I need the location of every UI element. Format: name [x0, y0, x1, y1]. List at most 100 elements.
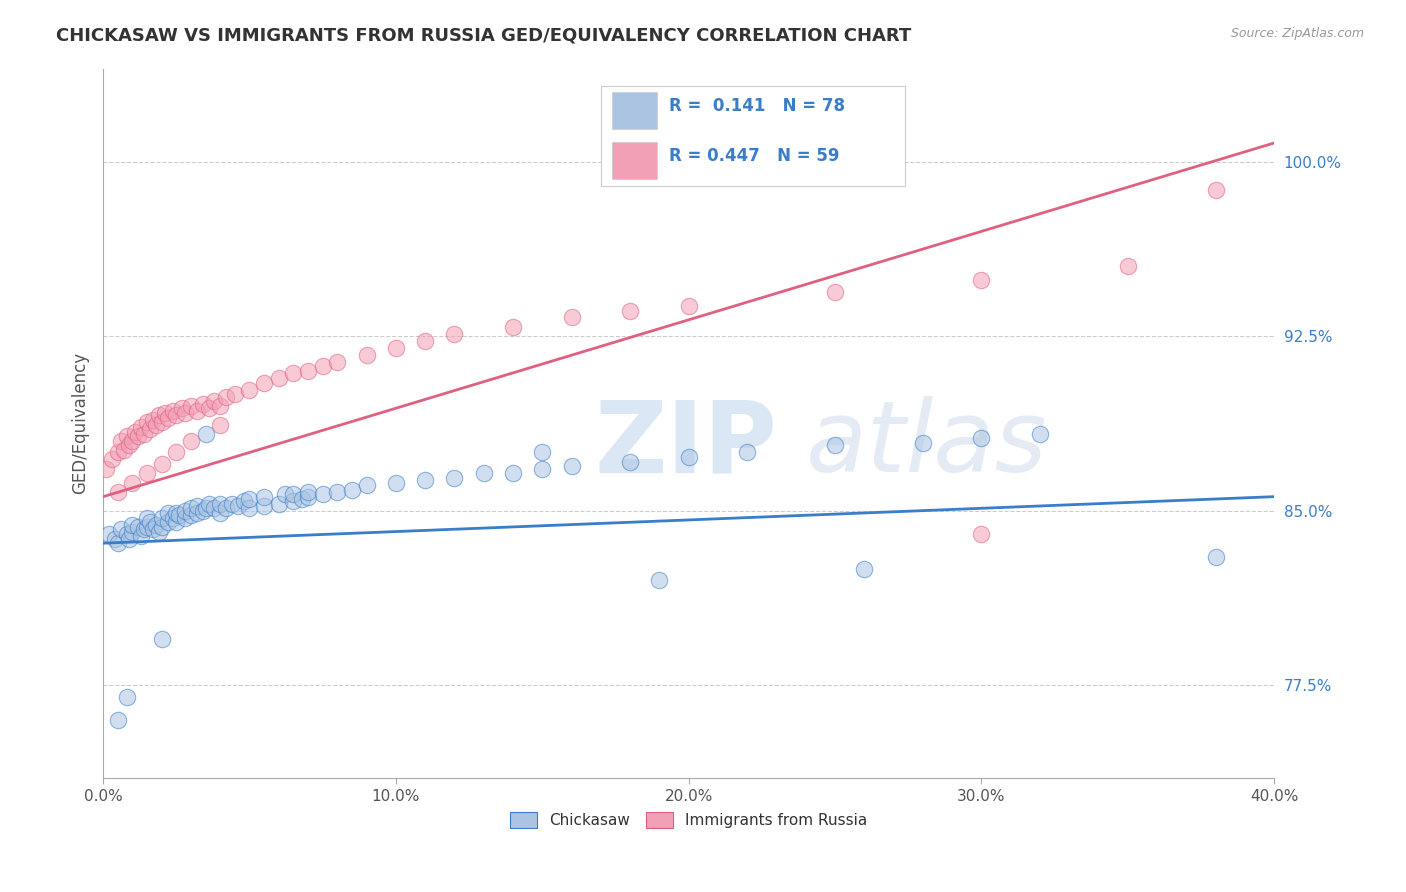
Point	[136, 415, 159, 429]
Point	[139, 422, 162, 436]
Point	[132, 426, 155, 441]
Point	[112, 443, 135, 458]
Point	[121, 524, 143, 539]
Point	[136, 510, 159, 524]
Point	[970, 432, 993, 446]
Point	[150, 457, 173, 471]
Point	[221, 497, 243, 511]
FancyBboxPatch shape	[613, 92, 657, 128]
Point	[970, 527, 993, 541]
Point	[150, 510, 173, 524]
Point	[678, 299, 700, 313]
Point	[340, 483, 363, 497]
Point	[104, 532, 127, 546]
Point	[156, 506, 179, 520]
Point	[136, 467, 159, 481]
Point	[150, 632, 173, 646]
Point	[209, 399, 232, 413]
Point	[326, 355, 349, 369]
Point	[1116, 260, 1139, 274]
Point	[194, 426, 217, 441]
Point	[267, 371, 290, 385]
Point	[165, 506, 187, 520]
Point	[194, 501, 217, 516]
Point	[209, 497, 232, 511]
Point	[735, 445, 758, 459]
Point	[283, 487, 305, 501]
Point	[127, 429, 149, 443]
Point	[297, 364, 319, 378]
Legend: Chickasaw, Immigrants from Russia: Chickasaw, Immigrants from Russia	[503, 806, 873, 834]
Point	[180, 501, 202, 516]
Point	[110, 522, 132, 536]
Point	[291, 491, 314, 506]
Point	[297, 490, 319, 504]
Y-axis label: GED/Equivalency: GED/Equivalency	[72, 352, 89, 494]
Point	[209, 417, 232, 432]
Point	[531, 462, 554, 476]
Point	[174, 406, 197, 420]
Text: CHICKASAW VS IMMIGRANTS FROM RUSSIA GED/EQUIVALENCY CORRELATION CHART: CHICKASAW VS IMMIGRANTS FROM RUSSIA GED/…	[56, 27, 911, 45]
Point	[186, 506, 208, 520]
Point	[197, 401, 219, 416]
Point	[531, 445, 554, 459]
Point	[970, 273, 993, 287]
Point	[98, 527, 121, 541]
Point	[172, 401, 194, 416]
Point	[253, 499, 276, 513]
Point	[224, 387, 246, 401]
Point	[174, 503, 197, 517]
FancyBboxPatch shape	[613, 142, 657, 178]
Point	[648, 574, 671, 588]
Point	[911, 436, 934, 450]
Point	[502, 467, 524, 481]
Point	[124, 425, 146, 439]
Point	[238, 501, 260, 516]
Point	[162, 510, 184, 524]
Text: ZIP: ZIP	[595, 396, 778, 493]
Point	[413, 334, 436, 348]
Point	[150, 520, 173, 534]
Point	[186, 403, 208, 417]
Point	[165, 409, 187, 423]
Point	[267, 497, 290, 511]
Point	[619, 303, 641, 318]
Point	[1205, 550, 1227, 565]
Point	[115, 527, 138, 541]
Point	[283, 367, 305, 381]
Point	[238, 491, 260, 506]
Point	[121, 434, 143, 448]
Point	[191, 503, 214, 517]
Point	[215, 390, 238, 404]
Point	[385, 341, 408, 355]
Point	[142, 413, 165, 427]
Point	[115, 690, 138, 704]
Point	[142, 522, 165, 536]
Point	[197, 497, 219, 511]
Point	[824, 438, 846, 452]
Point	[127, 520, 149, 534]
Point	[619, 455, 641, 469]
Text: R =  0.141   N = 78: R = 0.141 N = 78	[669, 97, 845, 115]
Point	[226, 499, 249, 513]
Point	[153, 406, 176, 420]
Point	[678, 450, 700, 464]
Point	[180, 508, 202, 523]
Point	[180, 399, 202, 413]
Point	[1205, 182, 1227, 196]
Point	[110, 434, 132, 448]
Point	[356, 478, 378, 492]
Point	[129, 529, 152, 543]
Point	[356, 348, 378, 362]
Point	[156, 515, 179, 529]
Point	[560, 459, 582, 474]
Point	[238, 383, 260, 397]
Point	[129, 420, 152, 434]
Point	[560, 310, 582, 325]
FancyBboxPatch shape	[600, 87, 905, 186]
Point	[1029, 426, 1052, 441]
Point	[283, 494, 305, 508]
Point	[297, 485, 319, 500]
Point	[132, 522, 155, 536]
Point	[502, 319, 524, 334]
